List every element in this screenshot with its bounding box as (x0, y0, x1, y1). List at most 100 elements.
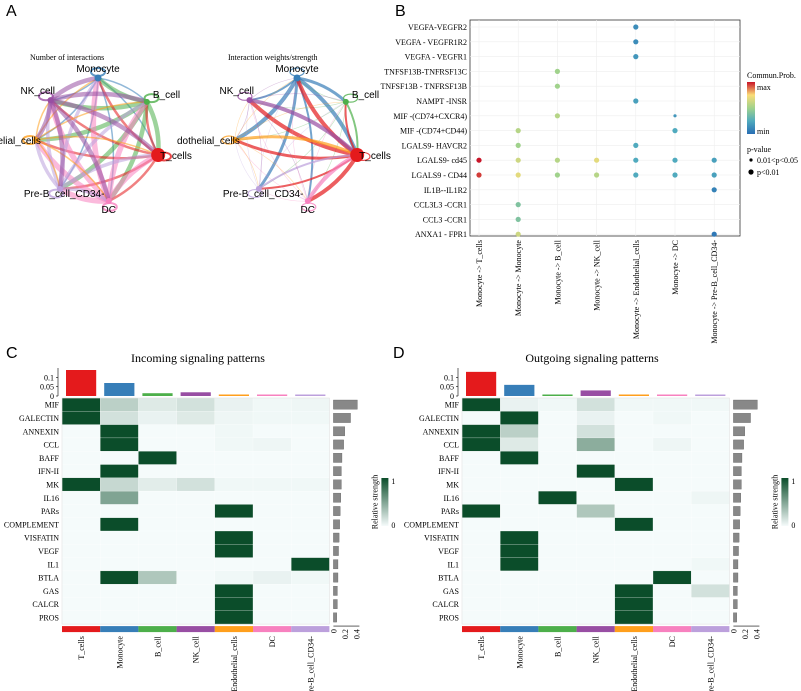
heatmap-cell (500, 424, 539, 439)
heatmap-cell (100, 530, 139, 545)
column-color-strip (576, 626, 615, 633)
column-color-strip (614, 626, 653, 633)
heatmap-cell (538, 451, 578, 465)
dot-point (672, 128, 678, 134)
x-tick-label: Monocyte -> NK_cell (593, 239, 602, 310)
heatmap-row-label: VEGF (438, 547, 459, 556)
right-bar (733, 439, 744, 450)
heatmap-cell (176, 397, 216, 412)
heatmap-cell (252, 451, 292, 465)
heatmap-cell (461, 490, 501, 505)
dot-point (711, 172, 717, 178)
heatmap-cell (500, 490, 539, 505)
top-axis-tick-label: 0.05 (40, 383, 54, 392)
heatmap-cell (291, 517, 330, 532)
network-edge (48, 99, 65, 190)
right-bar (333, 559, 339, 570)
heatmap-cell (691, 584, 730, 598)
right-bar (733, 586, 738, 596)
network-title: Number of interactions (30, 53, 104, 62)
heatmap-cell (252, 437, 292, 452)
heatmap-column-label: NK_cell (192, 635, 201, 663)
heatmap-cell (500, 437, 539, 452)
network-node (143, 98, 150, 105)
network-node (56, 185, 63, 192)
heatmap-cell (652, 437, 692, 452)
network-edge (106, 100, 150, 202)
top-bar (657, 394, 688, 396)
network-node (33, 137, 39, 143)
heatmap-cell (652, 584, 692, 598)
heatmap-cell (576, 530, 616, 545)
heatmap-cell (138, 490, 178, 505)
heatmap-row-label: GAS (443, 587, 459, 596)
heatmap-cell (652, 464, 692, 479)
heatmap-cell (176, 437, 216, 452)
right-bar (733, 532, 740, 543)
heatmap-cell (176, 544, 216, 559)
network-edge (234, 100, 250, 141)
legend-dot-small (749, 158, 753, 162)
heatmap-cell (500, 464, 539, 479)
heatmap-row-label: COMPLEMENT (404, 520, 459, 529)
heatmap-cell (252, 570, 292, 585)
legend-pvalue-title: p-value (747, 145, 771, 154)
right-bar (333, 519, 340, 530)
heatmap-cell (100, 411, 139, 426)
heatmap-cell (252, 490, 292, 505)
heatmap-cell (214, 610, 254, 625)
heatmap-cell (176, 504, 216, 519)
column-color-strip (176, 626, 215, 633)
network-node-label: NK_cell (220, 86, 254, 97)
heatmap-cell (576, 570, 616, 585)
column-color-strip (62, 626, 101, 633)
heatmap-cell (61, 490, 101, 505)
heatmap-cell (691, 411, 730, 426)
heatmap-cell (538, 517, 578, 532)
heatmap-row-label: ANNEXIN (423, 427, 460, 436)
heatmap-cell (291, 437, 330, 452)
heatmap-cell (138, 477, 178, 492)
heatmap-cell (176, 584, 216, 598)
network-edge (258, 188, 308, 202)
heatmap-cell (576, 490, 616, 505)
heatmap-cell (691, 504, 730, 519)
heatmap-column-label: B_cell (554, 635, 563, 657)
right-bar (733, 599, 738, 609)
heatmap-cell (252, 544, 292, 559)
column-color-strip (653, 626, 692, 633)
heatmap-cell (614, 397, 654, 412)
heatmap-cell (214, 597, 254, 612)
dot-point (633, 98, 639, 104)
heatmap-cell (214, 544, 254, 559)
top-bar (104, 383, 135, 396)
heatmap-cell (214, 464, 254, 479)
y-tick-label: LGALS9- cd45 (417, 156, 467, 165)
dot-point (554, 83, 561, 89)
heatmap-row-label: CCL (43, 441, 59, 450)
dot-plot: Monocyte -> T_cells Monocyte -> Monocyte M… (380, 19, 798, 344)
heatmap-cell (614, 504, 654, 519)
heatmap-cell (576, 451, 616, 465)
network-self-loop (342, 93, 359, 103)
right-bar (733, 572, 739, 583)
legend-colorbar (747, 82, 755, 134)
heatmap-cell (252, 517, 292, 532)
heatmap-cell (500, 397, 539, 412)
heatmap-cell (100, 570, 139, 585)
heatmap-cell (291, 411, 330, 426)
heatmap-cell (500, 570, 539, 585)
network-number-of-interactions: Number of interactions Monocyte B_cell T_c… (0, 53, 192, 216)
heatmap-cell (691, 517, 730, 532)
heatmap-cell (291, 570, 330, 585)
heatmap-cell (176, 451, 216, 465)
dot-point (554, 172, 561, 178)
heatmap-cell (614, 570, 654, 585)
heatmap-cell (576, 464, 616, 479)
heatmap-cell (214, 397, 254, 412)
heatmap-cell (291, 464, 330, 479)
heatmap-cell (652, 610, 692, 625)
plot-frame (469, 19, 741, 237)
heatmap-column-label: T_cells (477, 636, 486, 660)
dot-point (515, 128, 521, 134)
